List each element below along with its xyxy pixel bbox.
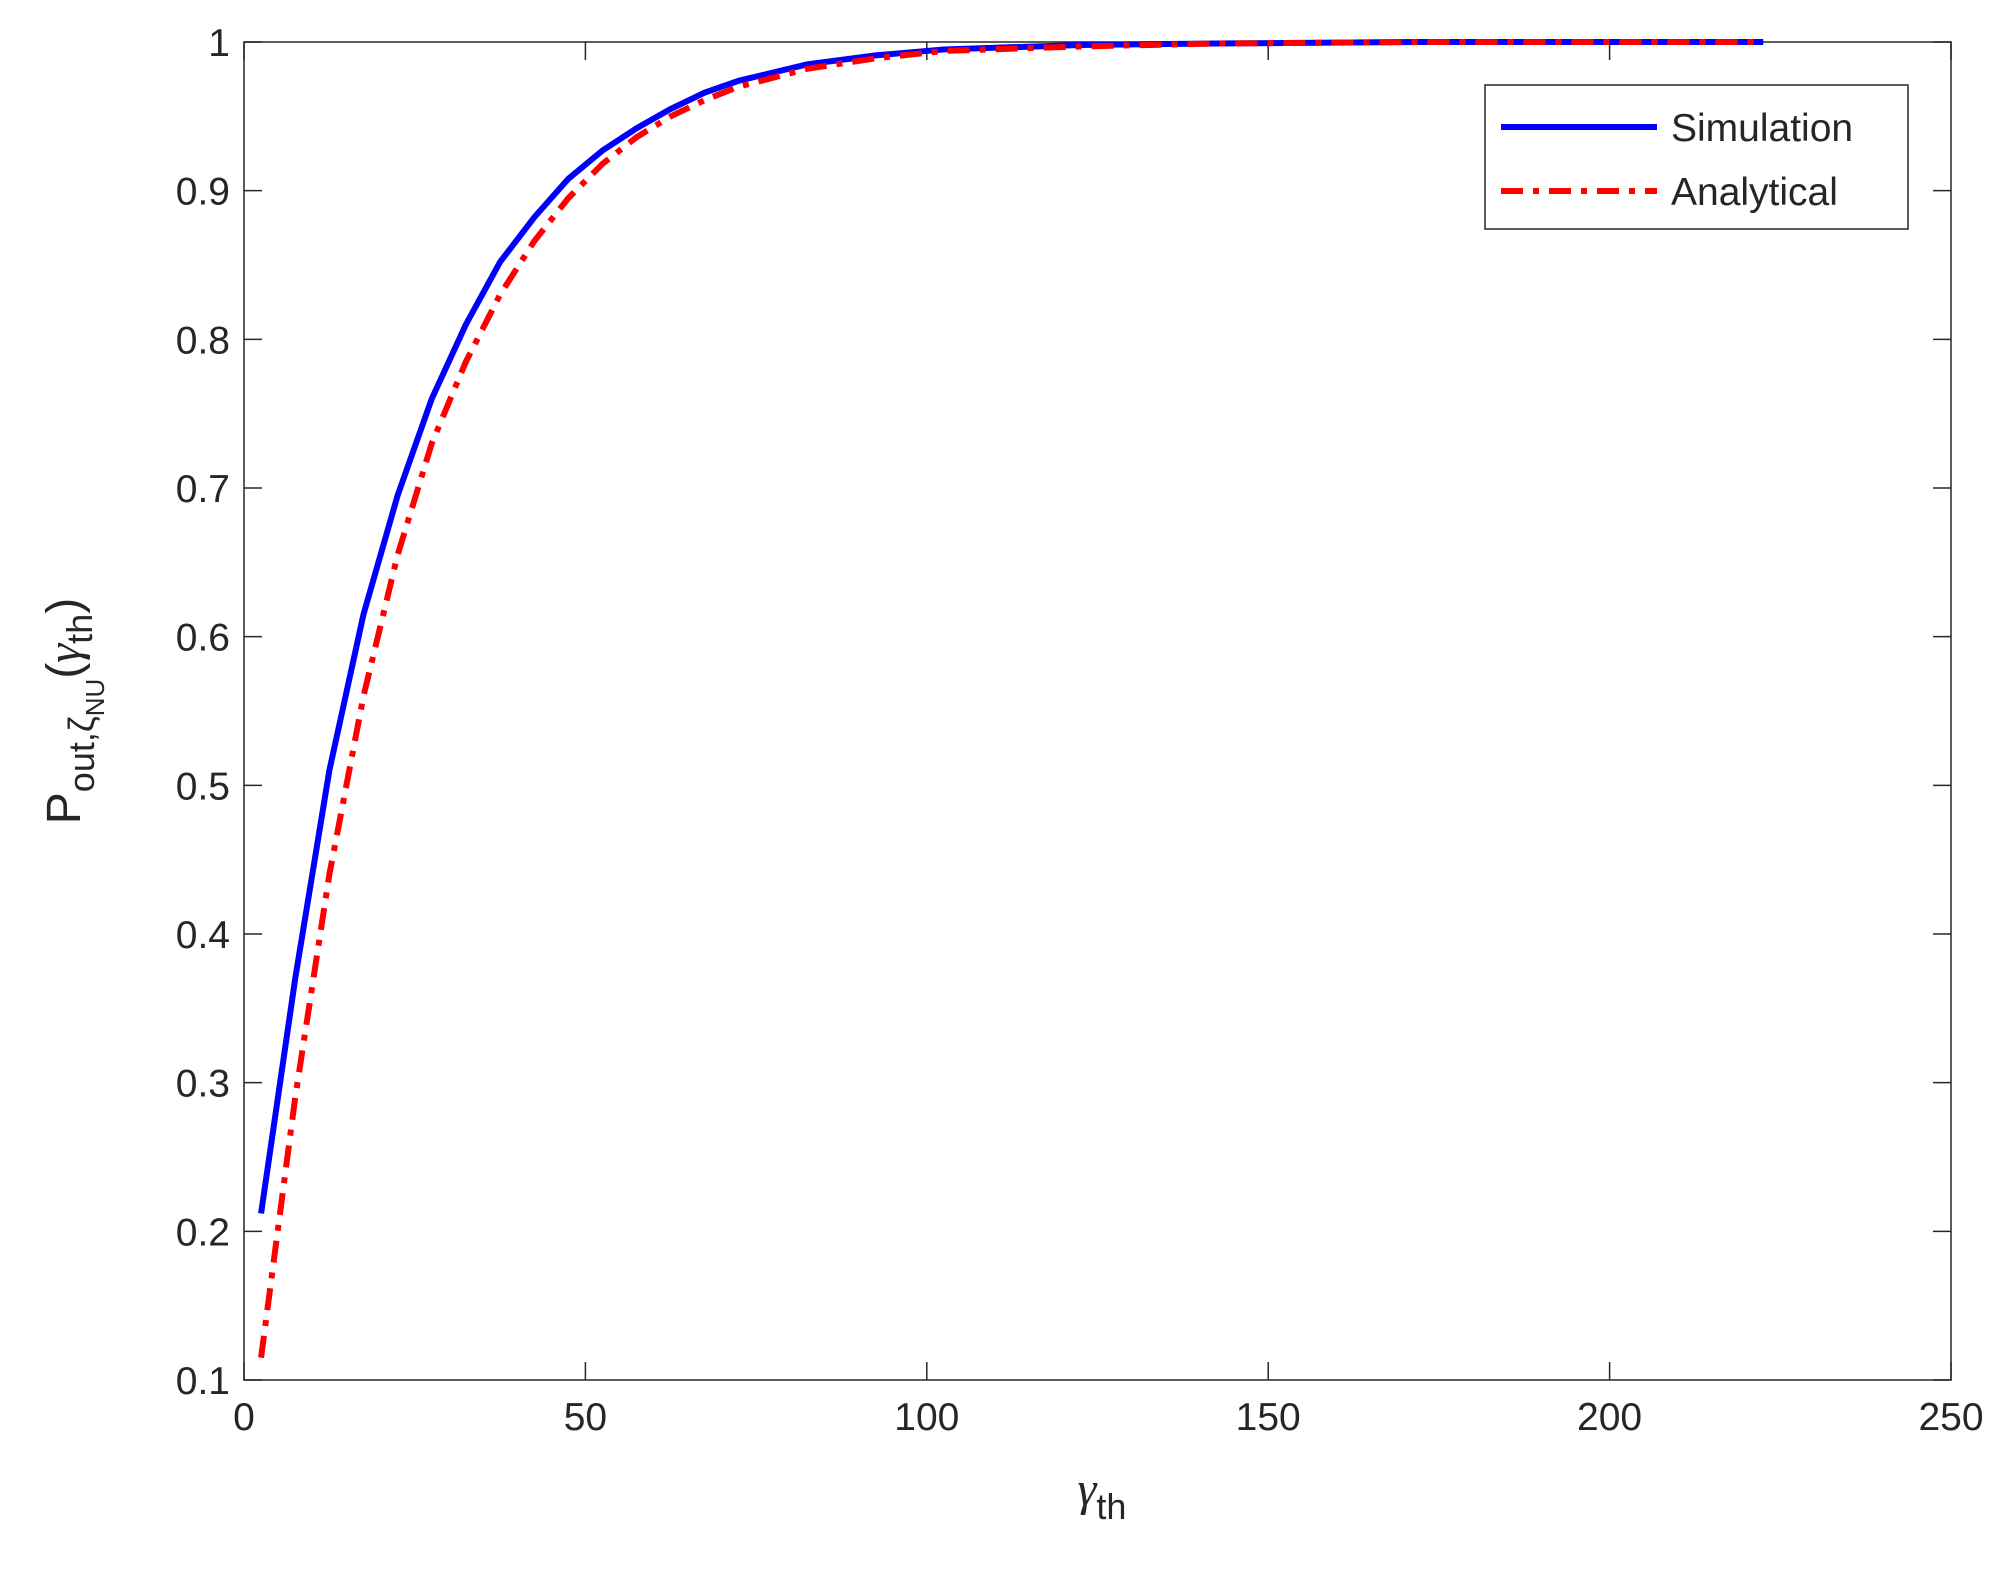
y-tick-label: 0.9 xyxy=(176,171,230,214)
y-label-part: th xyxy=(59,614,100,644)
x-label-part: γ xyxy=(1078,1463,1098,1516)
y-label-part: out,ζ xyxy=(61,716,102,792)
x-tick-label: 0 xyxy=(233,1396,255,1439)
y-label-part: ( xyxy=(38,663,91,679)
x-tick-label: 200 xyxy=(1577,1396,1642,1439)
y-axis-label: Pout,ζNU(γth) xyxy=(38,598,110,824)
y-label-part: ) xyxy=(38,598,91,614)
x-tick-label: 250 xyxy=(1918,1396,1983,1439)
y-tick-label: 0.6 xyxy=(176,617,230,660)
y-label-part: NU xyxy=(80,679,110,717)
legend-label: Simulation xyxy=(1671,107,1853,150)
x-axis-label: γth xyxy=(1078,1463,1127,1527)
y-tick-label: 0.2 xyxy=(176,1211,230,1254)
y-tick-label: 0.5 xyxy=(176,765,230,808)
y-tick-label: 0.7 xyxy=(176,468,230,511)
x-tick-label: 50 xyxy=(564,1396,607,1439)
x-tick-label: 150 xyxy=(1236,1396,1301,1439)
line-series xyxy=(258,39,1764,1359)
y-tick-label: 0.4 xyxy=(176,914,230,957)
legend-label: Analytical xyxy=(1671,171,1838,214)
y-label-part: γ xyxy=(38,643,91,663)
x-label-part: th xyxy=(1096,1486,1126,1527)
y-tick-label: 0.1 xyxy=(176,1360,230,1403)
y-label-part: P xyxy=(38,792,91,824)
legend-box xyxy=(1484,84,1909,230)
y-tick-label: 0.8 xyxy=(176,319,230,362)
x-tick-label: 100 xyxy=(894,1396,959,1439)
y-tick-label: 1 xyxy=(208,22,230,65)
y-tick-label: 0.3 xyxy=(176,1063,230,1106)
